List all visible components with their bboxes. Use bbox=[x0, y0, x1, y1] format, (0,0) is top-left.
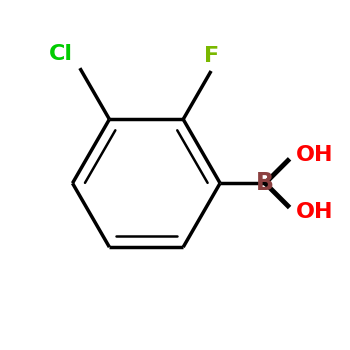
Text: F: F bbox=[203, 46, 219, 66]
Text: OH: OH bbox=[295, 145, 333, 165]
Text: Cl: Cl bbox=[49, 44, 73, 64]
Text: B: B bbox=[256, 171, 274, 195]
Text: OH: OH bbox=[295, 202, 333, 222]
